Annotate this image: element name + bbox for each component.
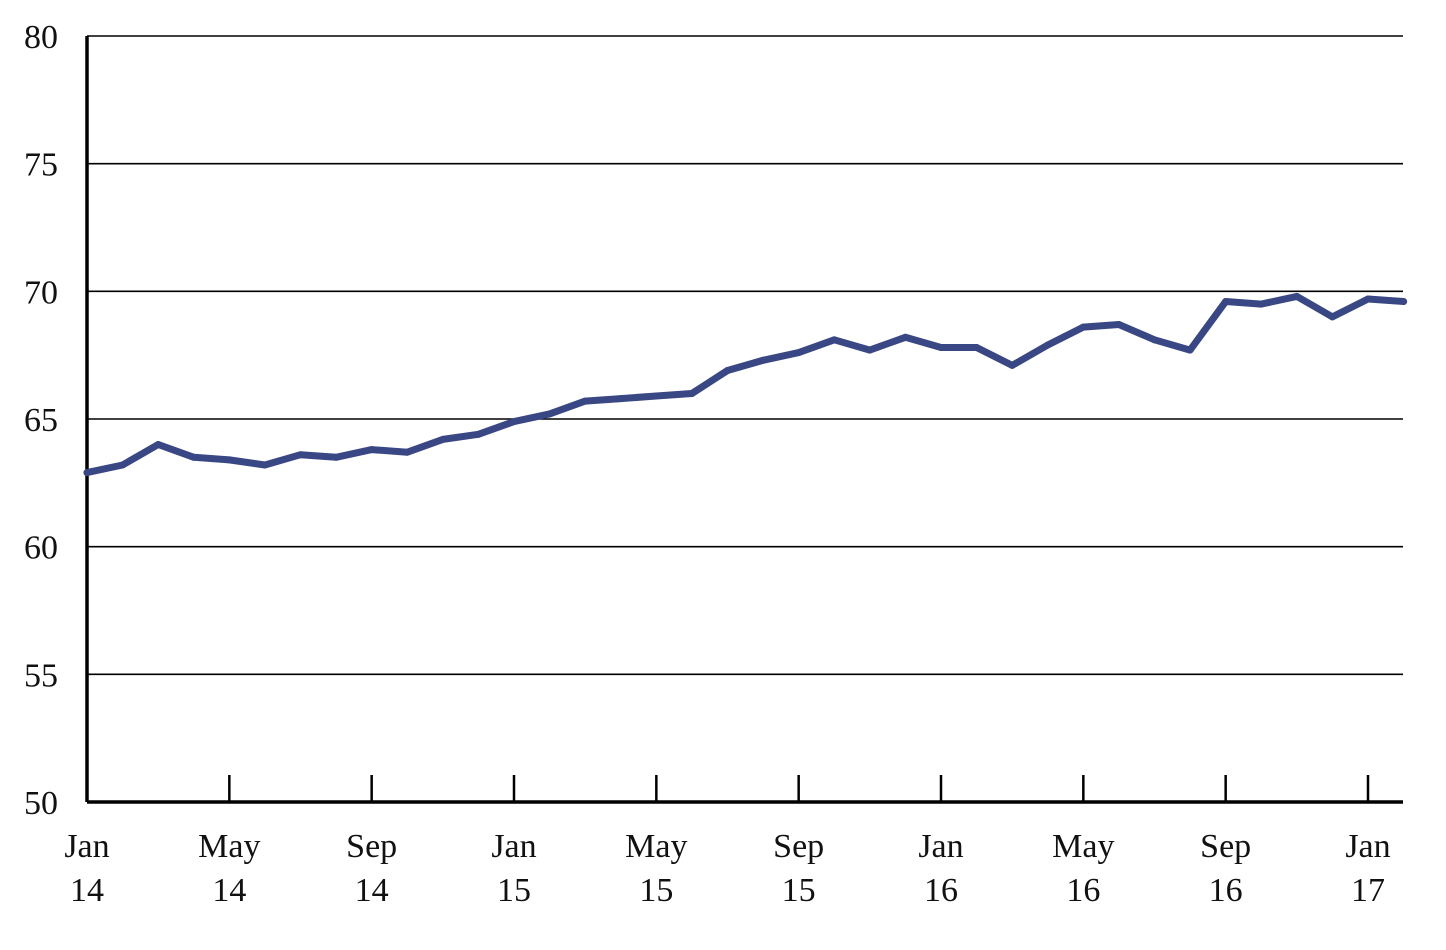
- data-point: [1257, 300, 1265, 308]
- data-point: [1186, 346, 1194, 354]
- data-point: [1400, 298, 1408, 306]
- x-tick-month-label: Jan: [64, 828, 109, 865]
- y-axis-tick-labels: 50 55 60 65 70 75 80: [24, 19, 58, 822]
- x-tick-month-label: May: [198, 828, 260, 865]
- data-point: [1151, 336, 1158, 344]
- data-point: [724, 366, 731, 374]
- x-tick-year-label: 16: [1209, 872, 1243, 909]
- data-point: [1008, 361, 1016, 369]
- data-point: [546, 410, 554, 418]
- data-point: [937, 344, 945, 352]
- data-point: [1044, 341, 1052, 349]
- x-tick-month-label: May: [1052, 828, 1114, 865]
- series-line-0: [83, 292, 1408, 477]
- data-point: [225, 456, 233, 464]
- y-tick-label: 75: [24, 147, 58, 184]
- data-point: [403, 448, 411, 456]
- x-tick-year-label: 14: [70, 872, 104, 909]
- x-tick-year-label: 16: [1066, 872, 1100, 909]
- gridlines: [87, 35, 1403, 676]
- data-point: [617, 395, 625, 403]
- x-tick-year-label: 15: [782, 872, 816, 909]
- data-point: [1079, 323, 1087, 331]
- x-tick-year-label: 15: [497, 872, 531, 909]
- data-point: [652, 392, 660, 400]
- data-point: [1364, 295, 1372, 303]
- x-tick-month-label: Jan: [918, 828, 963, 865]
- x-tick-year-label: 15: [639, 872, 673, 909]
- data-point: [901, 333, 909, 341]
- y-tick-label: 70: [24, 274, 58, 311]
- data-point: [261, 461, 269, 469]
- x-tick-year-label: 16: [924, 872, 958, 909]
- y-tick-label: 80: [24, 19, 58, 56]
- x-tick-month-label: Sep: [346, 828, 397, 865]
- x-tick-year-label: 14: [212, 872, 246, 909]
- data-point: [759, 356, 767, 364]
- x-axis-ticks: Jan 14 May 14 Sep 14 Jan 15 May 15 Sep 15 Jan 16 May 16…: [64, 775, 1391, 909]
- x-tick-month-label: Sep: [773, 828, 824, 865]
- data-point: [510, 418, 518, 426]
- data-point: [474, 430, 482, 438]
- data-point: [119, 461, 127, 469]
- data-point: [1293, 292, 1301, 300]
- data-point: [332, 453, 340, 461]
- data-point: [368, 446, 376, 454]
- data-point: [581, 397, 589, 405]
- axes: [85, 36, 1403, 804]
- y-tick-label: 50: [24, 785, 58, 822]
- y-tick-label: 55: [24, 657, 58, 694]
- data-point: [795, 349, 803, 357]
- x-tick-year-label: 14: [355, 872, 389, 909]
- y-tick-label: 65: [24, 402, 58, 439]
- data-point: [83, 469, 91, 477]
- data-point: [297, 451, 304, 459]
- data-point: [866, 346, 874, 354]
- data-point: [830, 336, 838, 344]
- y-tick-label: 60: [24, 530, 58, 567]
- data-point: [190, 453, 198, 461]
- data-point: [1115, 321, 1123, 329]
- data-point: [1328, 313, 1336, 321]
- x-tick-month-label: Sep: [1200, 828, 1251, 865]
- x-tick-year-label: 17: [1351, 872, 1385, 909]
- data-point: [439, 435, 447, 443]
- series-layer: [83, 292, 1408, 477]
- data-point: [973, 344, 981, 352]
- x-tick-month-label: Jan: [1345, 828, 1390, 865]
- x-tick-month-label: May: [625, 828, 687, 865]
- data-point: [1222, 298, 1230, 306]
- x-tick-month-label: Jan: [491, 828, 536, 865]
- data-point: [154, 441, 162, 449]
- data-point: [688, 389, 696, 397]
